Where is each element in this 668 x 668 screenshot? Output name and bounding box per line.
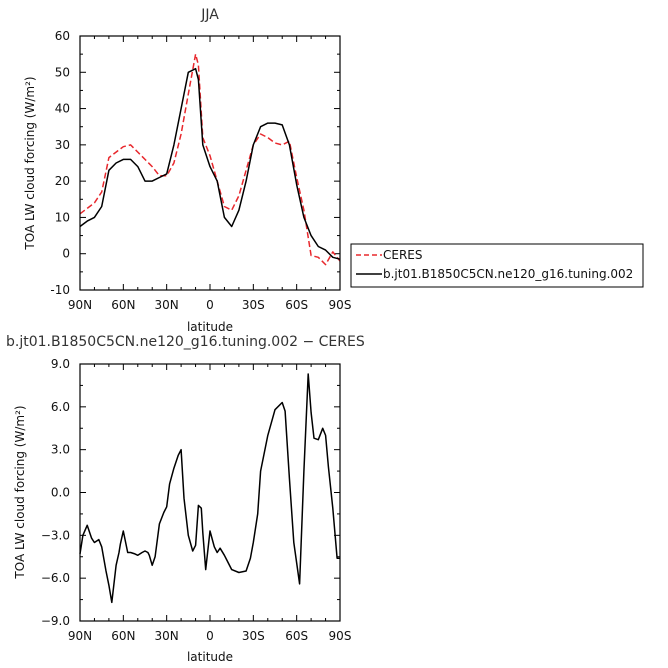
chart1-xtick-label: 30S [242,298,265,312]
chart1-ytick-label: 0 [62,247,70,261]
legend-label-ceres: CERES [383,248,423,262]
legend-box [350,243,644,288]
chart2-xtick-label: 0 [206,629,214,643]
chart1-ticks: 90N 60N 30N 0 30S 60S 90S -10 0 10 20 30 40 50 60 [50,29,351,312]
chart2-xtick-label: 90S [329,629,352,643]
chart2-ytick-label: −6.0 [41,571,70,585]
chart2-ytick-label: 9.0 [51,357,70,371]
chart2-frame [79,363,341,622]
chart1-series-line-0 [79,53,341,266]
chart1-ytick-label: 20 [55,174,70,188]
chart2-xtick-label: 90N [68,629,92,643]
chart1-xlabel: latitude [187,320,233,334]
chart2-plot-area [79,373,340,604]
chart2-ylabel: TOA LW cloud forcing (W/m²) [13,405,27,579]
chart1-ytick-label: 40 [55,102,70,116]
chart2-ytick-label: 6.0 [51,400,70,414]
chart1-ytick-label: 50 [55,65,70,79]
chart1-xtick-label: 60N [111,298,135,312]
chart2-xtick-label: 30N [155,629,179,643]
chart1-ytick-label: 60 [55,29,70,43]
chart2-ytick-label: 0.0 [51,486,70,500]
chart1-xtick-label: 90S [329,298,352,312]
chart1-ytick-label: -10 [50,283,70,297]
chart1-ytick-label: 10 [55,210,70,224]
chart2-xtick-label: 60N [111,629,135,643]
chart1-title: JJA [200,7,219,23]
chart2-xlabel: latitude [187,650,233,664]
chart1-frame [79,35,341,291]
chart2-xtick-label: 60S [285,629,308,643]
legend-label-model: b.jt01.B1850C5CN.ne120_g16.tuning.002 [383,267,633,281]
chart1-ytick-label: 30 [55,138,70,152]
chart2-title: b.jt01.B1850C5CN.ne120_g16.tuning.002 − … [6,334,365,350]
chart1-ylabel: TOA LW cloud forcing (W/m²) [23,76,37,250]
chart1-series-line-1 [79,67,341,260]
chart2-ytick-label: −9.0 [41,614,70,628]
chart2-ticks: 90N 60N 30N 0 30S 60S 90S −9.0 −6.0 −3.0 0.0 3.0 6.0… [41,357,352,643]
chart1-xtick-label: 30N [155,298,179,312]
chart2-ytick-label: −3.0 [41,528,70,542]
chart2-series-line-0 [79,373,340,604]
chart1-legend: CERES b.jt01.B1850C5CN.ne120_g16.tuning.… [350,243,644,288]
chart2-ytick-label: 3.0 [51,443,70,457]
chart1-xtick-label: 60S [285,298,308,312]
chart1-xtick-label: 0 [206,298,214,312]
chart2-xtick-label: 30S [242,629,265,643]
chart1-plot-area [79,53,341,266]
chart1-xtick-label: 90N [68,298,92,312]
